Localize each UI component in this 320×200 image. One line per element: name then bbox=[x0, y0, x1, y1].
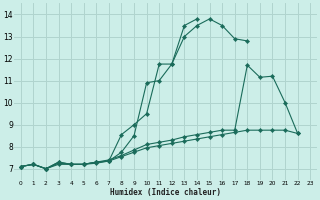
X-axis label: Humidex (Indice chaleur): Humidex (Indice chaleur) bbox=[110, 188, 221, 197]
